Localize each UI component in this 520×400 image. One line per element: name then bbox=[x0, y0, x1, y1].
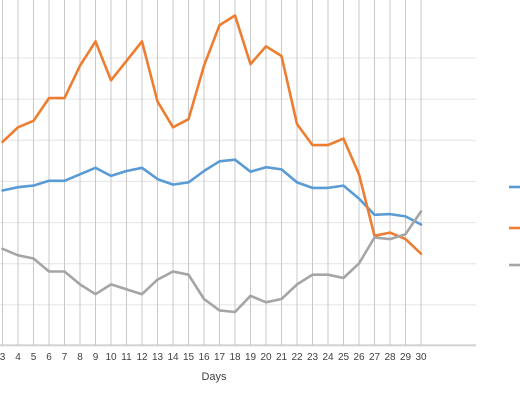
x-tick-label: 12 bbox=[136, 352, 148, 363]
x-tick-label: 30 bbox=[415, 352, 427, 363]
x-tick-label: 16 bbox=[198, 352, 210, 363]
x-tick-label: 24 bbox=[322, 352, 334, 363]
x-tick-label: 26 bbox=[353, 352, 365, 363]
x-tick-labels: 3 4 5 6 7 8 9 10 11 12 13 14 15 16 17 18 19 20 21 22 23 24 25 2… bbox=[0, 352, 427, 363]
x-tick-label: 19 bbox=[245, 352, 257, 363]
x-tick-label: 11 bbox=[121, 352, 132, 363]
series-lines bbox=[1, 14, 423, 314]
x-tick-label: 8 bbox=[77, 352, 83, 363]
x-tick-label: 28 bbox=[384, 352, 396, 363]
x-tick-label: 18 bbox=[229, 352, 241, 363]
x-tick-label: 14 bbox=[167, 352, 179, 363]
x-tick-label: 27 bbox=[369, 352, 381, 363]
x-tick-label: 21 bbox=[276, 352, 288, 363]
x-tick-label: 5 bbox=[31, 352, 37, 363]
x-tick-label: 3 bbox=[0, 352, 6, 363]
x-tick-label: 17 bbox=[214, 352, 226, 363]
x-tick-label: 23 bbox=[307, 352, 319, 363]
series-line-1 bbox=[1, 158, 423, 226]
gridlines bbox=[0, 0, 476, 347]
x-tick-label: 7 bbox=[62, 352, 68, 363]
x-tick-label: 13 bbox=[152, 352, 164, 363]
legend bbox=[509, 185, 520, 267]
x-axis-label: Days bbox=[201, 371, 227, 383]
x-tick-label: 20 bbox=[260, 352, 272, 363]
x-tick-label: 15 bbox=[183, 352, 195, 363]
x-tick-label: 25 bbox=[338, 352, 350, 363]
x-tick-label: 10 bbox=[105, 352, 117, 363]
series-line-3 bbox=[1, 210, 423, 314]
x-tick-label: 9 bbox=[93, 352, 99, 363]
x-tick-label: 22 bbox=[291, 352, 303, 363]
series-line-2 bbox=[1, 14, 423, 255]
x-tick-label: 29 bbox=[400, 352, 412, 363]
x-tick-label: 4 bbox=[15, 352, 21, 363]
x-tick-label: 6 bbox=[46, 352, 52, 363]
